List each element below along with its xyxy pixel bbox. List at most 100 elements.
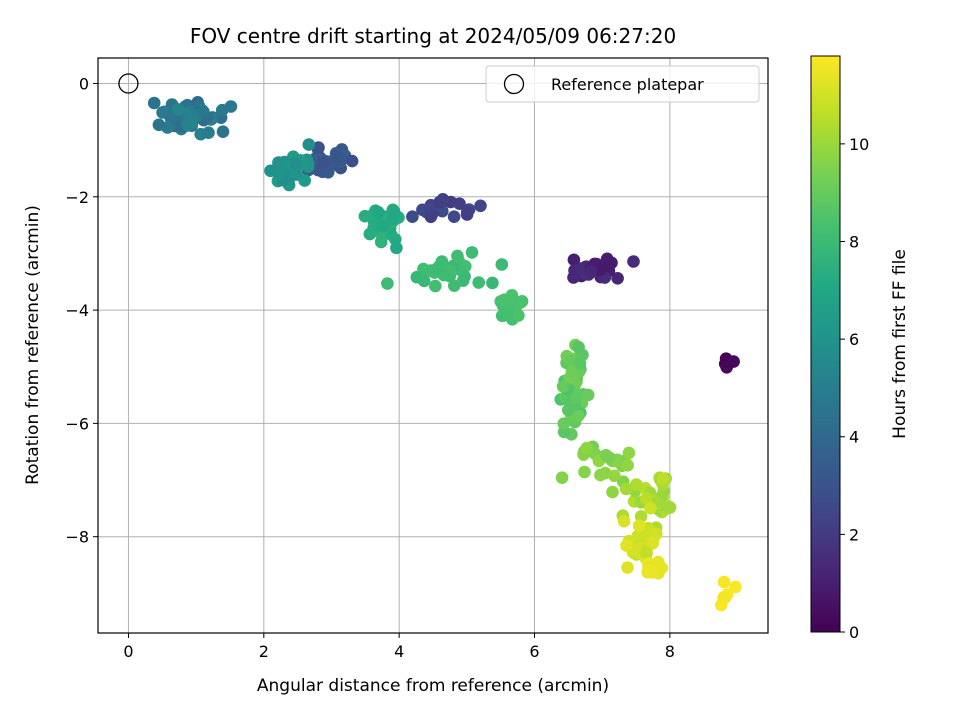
data-point bbox=[424, 210, 438, 224]
data-point bbox=[224, 100, 238, 113]
axis-ticks: 0 2 4 6 8 0 −2 −4 −6 −8 bbox=[65, 74, 675, 661]
data-point bbox=[202, 126, 215, 139]
data-point bbox=[152, 118, 166, 132]
data-point bbox=[332, 153, 345, 167]
data-point bbox=[594, 263, 607, 276]
data-point bbox=[717, 591, 730, 604]
data-point bbox=[512, 309, 525, 322]
data-point bbox=[447, 210, 461, 223]
data-point bbox=[290, 168, 304, 181]
data-point bbox=[429, 279, 442, 293]
data-point bbox=[288, 157, 302, 171]
colorbar-label: Hours from first FF file bbox=[890, 249, 910, 439]
data-point bbox=[611, 272, 624, 285]
data-point bbox=[474, 199, 487, 213]
data-point bbox=[567, 271, 580, 284]
x-tick-label: 6 bbox=[529, 642, 539, 661]
y-tick-label: −2 bbox=[65, 188, 89, 207]
data-point bbox=[644, 501, 657, 515]
data-point bbox=[371, 205, 385, 219]
data-point bbox=[622, 446, 636, 460]
data-point bbox=[720, 361, 733, 374]
colorbar-ticks: 0 2 4 6 8 10 bbox=[840, 135, 869, 642]
data-point bbox=[578, 465, 591, 479]
data-point bbox=[640, 546, 653, 560]
legend: Reference platepar bbox=[485, 65, 760, 103]
data-point bbox=[656, 472, 670, 486]
data-point bbox=[312, 141, 325, 154]
data-point bbox=[556, 380, 570, 393]
data-point bbox=[216, 125, 230, 138]
plot-frame bbox=[97, 57, 769, 634]
colorbar-tick-label: 4 bbox=[849, 428, 859, 447]
data-point bbox=[301, 160, 315, 174]
y-axis-label: Rotation from reference (arcmin) bbox=[23, 205, 43, 485]
y-tick-label: −4 bbox=[65, 301, 89, 320]
x-tick-label: 4 bbox=[394, 642, 404, 661]
data-point bbox=[620, 539, 633, 552]
data-point bbox=[603, 451, 616, 465]
data-point bbox=[448, 279, 461, 293]
colorbar-tick-label: 2 bbox=[849, 525, 859, 544]
data-point bbox=[147, 96, 161, 110]
data-point bbox=[594, 468, 607, 482]
data-point bbox=[451, 249, 464, 263]
y-tick-label: −6 bbox=[65, 414, 89, 433]
data-point bbox=[572, 340, 585, 354]
data-point bbox=[567, 253, 581, 267]
data-point bbox=[460, 206, 474, 219]
data-point bbox=[640, 492, 653, 505]
data-point bbox=[453, 197, 466, 210]
reference-platepar-marker bbox=[118, 73, 139, 94]
data-point bbox=[635, 529, 648, 542]
data-point bbox=[495, 258, 509, 271]
data-point bbox=[608, 469, 621, 483]
data-point bbox=[729, 580, 742, 594]
colorbar-tick-label: 0 bbox=[849, 623, 859, 642]
data-point bbox=[717, 575, 731, 589]
x-tick-label: 0 bbox=[123, 642, 133, 661]
data-point bbox=[580, 441, 593, 455]
data-point bbox=[486, 276, 499, 290]
chart-title: FOV centre drift starting at 2024/05/09 … bbox=[190, 24, 676, 48]
x-axis-label: Angular distance from reference (arcmin) bbox=[257, 676, 609, 696]
data-point bbox=[465, 246, 479, 259]
data-point bbox=[555, 471, 569, 485]
data-point bbox=[345, 154, 359, 168]
data-point bbox=[358, 209, 372, 223]
data-point bbox=[632, 519, 646, 532]
y-tick-label: −8 bbox=[65, 528, 89, 547]
data-point bbox=[515, 295, 529, 308]
data-point bbox=[505, 289, 519, 302]
grid bbox=[98, 58, 768, 633]
data-point bbox=[627, 255, 640, 268]
x-tick-label: 2 bbox=[259, 642, 269, 661]
data-point bbox=[573, 357, 587, 370]
data-point bbox=[621, 459, 634, 472]
data-point bbox=[431, 262, 444, 275]
data-point bbox=[569, 391, 583, 405]
y-tick-label: 0 bbox=[79, 74, 89, 93]
data-point bbox=[662, 500, 675, 513]
data-points bbox=[147, 96, 742, 612]
data-point bbox=[557, 417, 571, 431]
colorbar-tick-label: 8 bbox=[849, 232, 859, 251]
data-point bbox=[182, 105, 196, 119]
data-point bbox=[617, 514, 631, 528]
data-point bbox=[317, 155, 331, 169]
data-point bbox=[390, 241, 403, 255]
data-point bbox=[197, 105, 210, 118]
data-point bbox=[565, 365, 579, 378]
data-point bbox=[562, 403, 575, 417]
x-tick-label: 8 bbox=[665, 642, 675, 661]
legend-box bbox=[485, 65, 760, 103]
data-point bbox=[563, 354, 577, 367]
data-point bbox=[495, 309, 509, 323]
data-point bbox=[643, 563, 656, 577]
data-point bbox=[646, 537, 659, 550]
data-point bbox=[621, 561, 634, 574]
data-point bbox=[650, 527, 663, 541]
data-point bbox=[472, 276, 486, 289]
data-point bbox=[181, 119, 195, 132]
